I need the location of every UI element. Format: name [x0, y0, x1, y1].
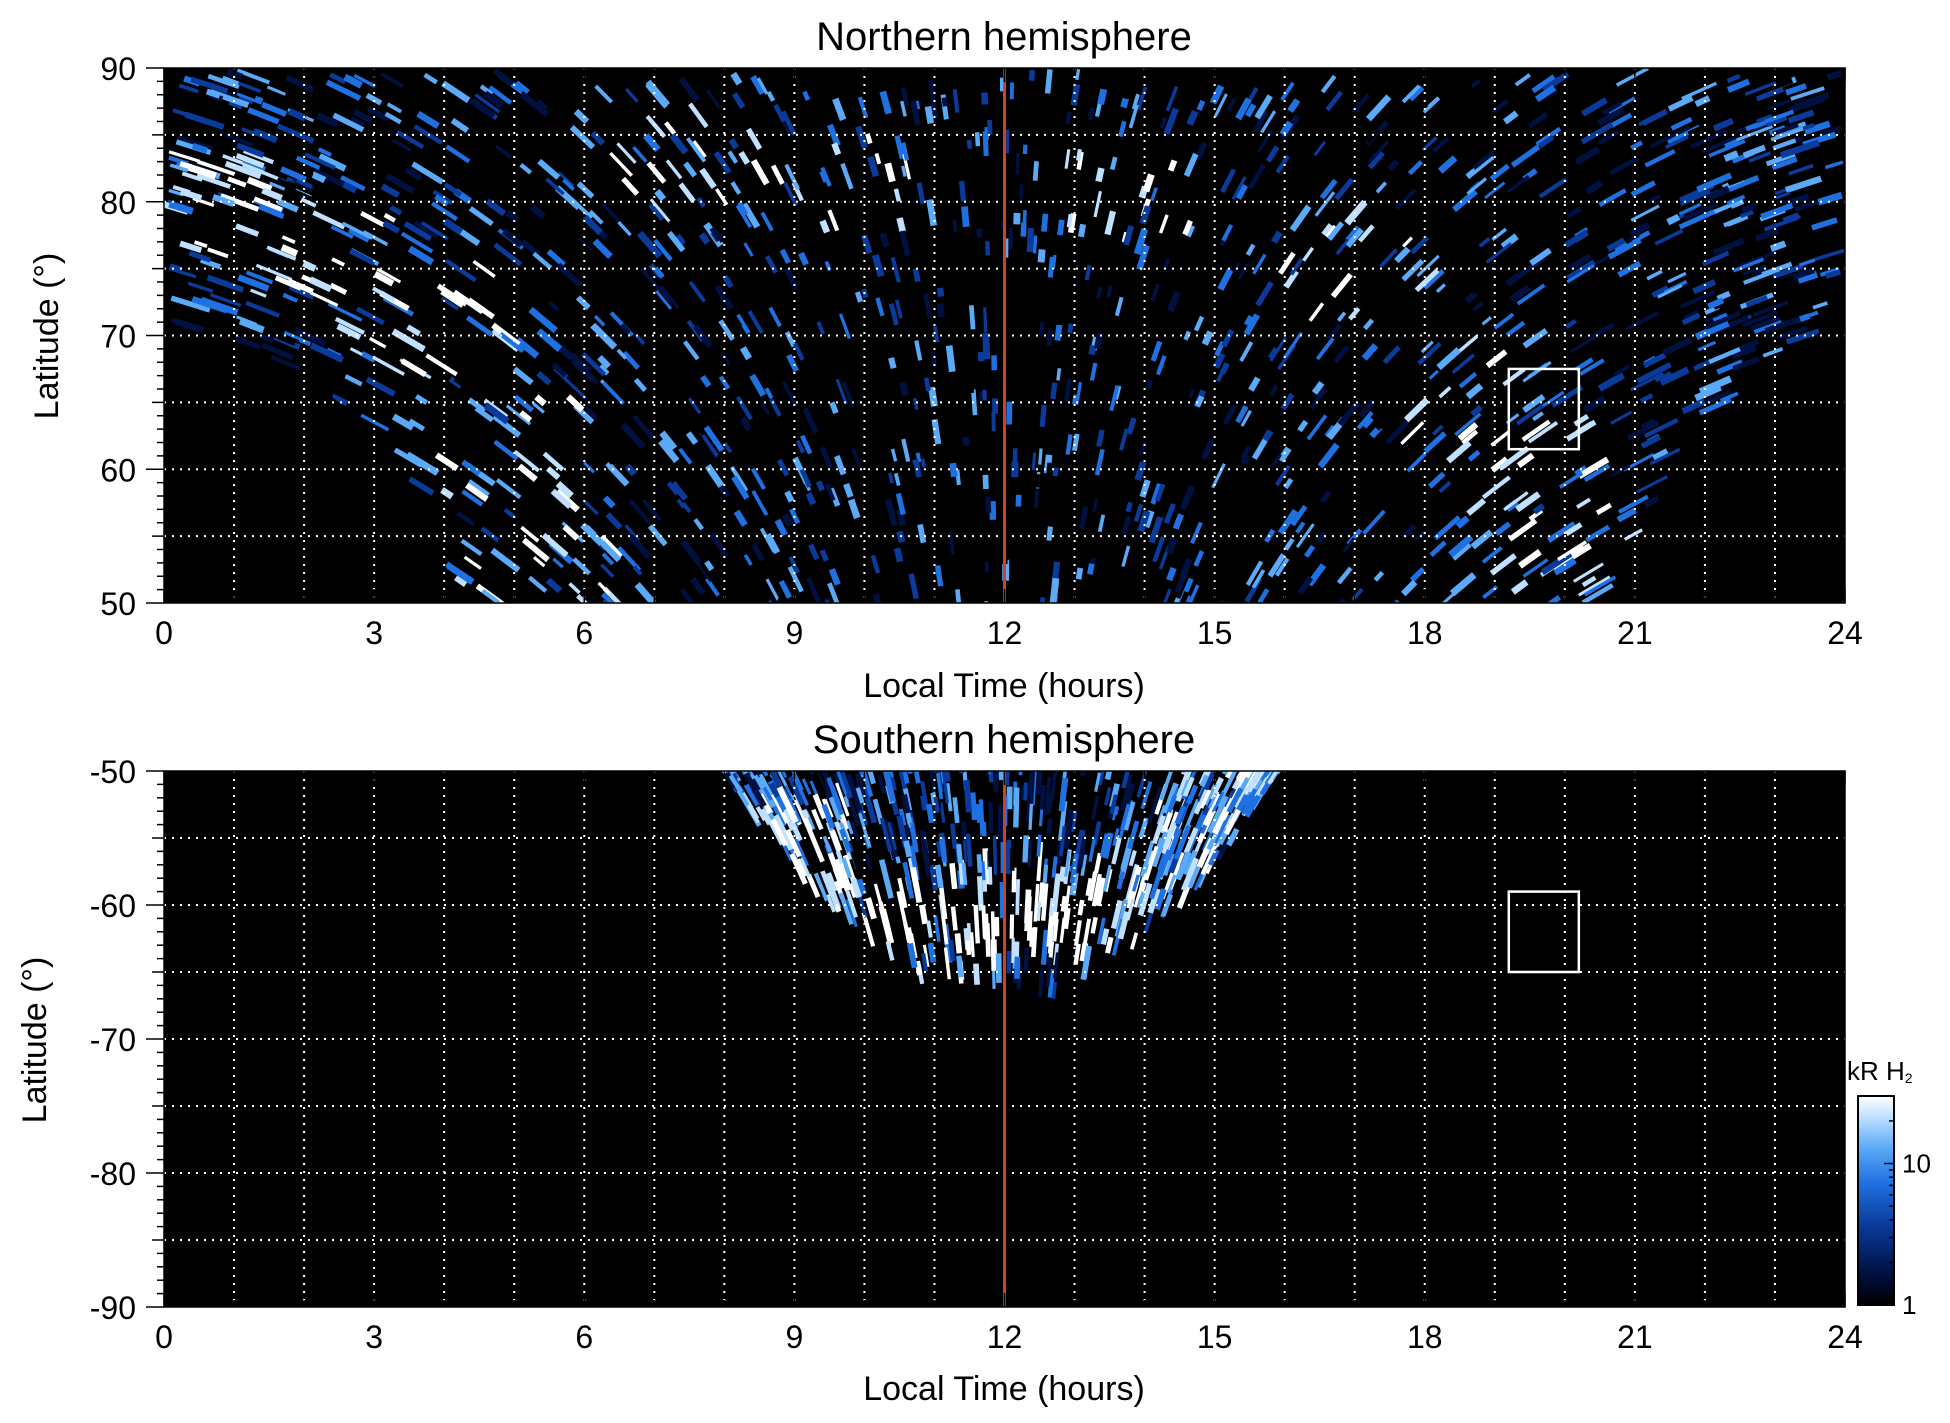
x-tick-label: 0 [155, 615, 173, 651]
axis-ticks-northern: 0 3 6 9 12 15 18 21 24 50 60 70 80 90 [100, 51, 1862, 651]
x-tick-label: 21 [1617, 615, 1653, 651]
x-tick-label: 6 [575, 1319, 593, 1355]
emission-texture-southern [721, 771, 1282, 1000]
y-tick-label: 70 [100, 319, 136, 355]
x-tick-label: 18 [1407, 615, 1443, 651]
colorbar-gradient [1857, 1095, 1895, 1306]
emission-texture-northern [164, 68, 1845, 603]
highlight-box-southern [1507, 890, 1581, 974]
colorbar: kR H2 10 1 [1847, 1056, 1931, 1320]
y-axis-label-northern: Latitude (°) [28, 253, 66, 420]
x-tick-label: 21 [1617, 1319, 1653, 1355]
y-tick-label: -50 [90, 754, 136, 790]
highlight-box-northern [1507, 367, 1581, 451]
colorbar-tick-label: 10 [1902, 1149, 1931, 1179]
x-tick-label: 24 [1827, 1319, 1863, 1355]
southern-hemisphere-panel: Southern hemisphere 0 3 6 9 12 15 18 21 24 -90 -80… [16, 718, 1863, 1408]
x-tick-label: 12 [987, 1319, 1023, 1355]
colorbar-title: kR H2 [1847, 1056, 1913, 1086]
x-tick-label: 3 [365, 1319, 383, 1355]
chart-title-northern: Northern hemisphere [816, 15, 1192, 59]
y-tick-label: -70 [90, 1022, 136, 1058]
x-tick-label: 24 [1827, 615, 1863, 651]
x-tick-label: 15 [1197, 1319, 1233, 1355]
y-tick-label: -80 [90, 1156, 136, 1192]
axis-ticks-southern: 0 3 6 9 12 15 18 21 24 -90 -80 -70 -60 -50 [90, 754, 1863, 1355]
colorbar-ticks: 10 1 [1884, 1095, 1931, 1320]
no-coverage-region-northern [164, 315, 1845, 603]
y-tick-label: -90 [90, 1290, 136, 1326]
y-tick-label: 50 [100, 586, 136, 622]
x-axis-label-northern: Local Time (hours) [863, 667, 1145, 705]
northern-hemisphere-panel: Northern hemisphere 0 3 6 9 12 15 18 21 24 50 60 70… [28, 15, 1863, 705]
x-tick-label: 0 [155, 1319, 173, 1355]
x-tick-label: 6 [575, 615, 593, 651]
x-tick-label: 3 [365, 615, 383, 651]
colorbar-tick-label: 1 [1902, 1290, 1916, 1320]
y-axis-label-southern: Latitude (°) [16, 957, 54, 1124]
y-tick-label: 90 [100, 51, 136, 87]
x-tick-label: 9 [785, 1319, 803, 1355]
y-tick-label: 60 [100, 452, 136, 488]
x-tick-label: 15 [1197, 615, 1233, 651]
x-tick-label: 12 [987, 615, 1023, 651]
chart-title-southern: Southern hemisphere [813, 718, 1195, 762]
y-tick-label: -60 [90, 888, 136, 924]
y-tick-label: 80 [100, 185, 136, 221]
x-tick-label: 18 [1407, 1319, 1443, 1355]
x-axis-label-southern: Local Time (hours) [863, 1370, 1145, 1408]
x-tick-label: 9 [785, 615, 803, 651]
